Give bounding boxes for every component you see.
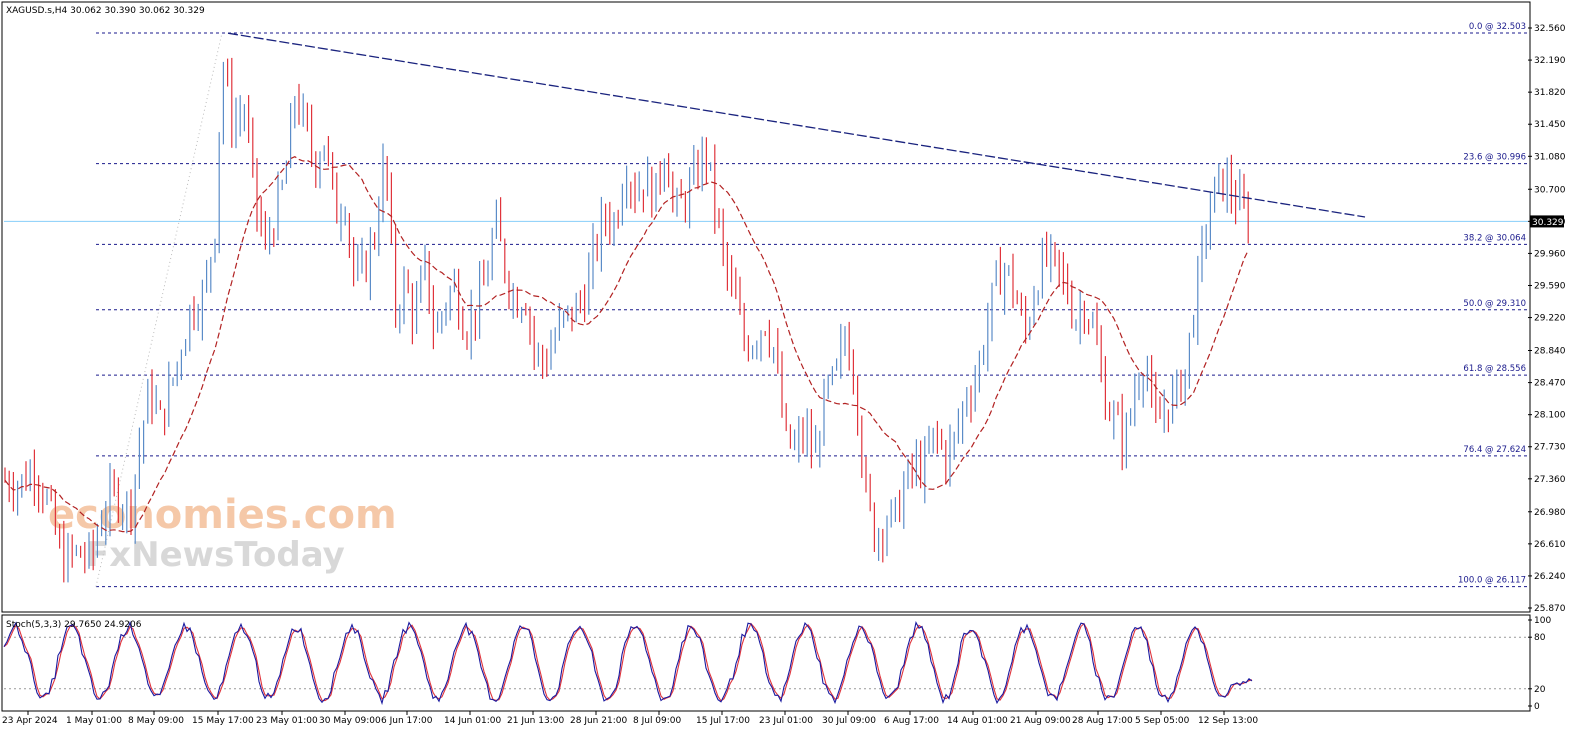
time-tick-label: 12 Sep 13:00 (1198, 716, 1258, 726)
time-tick-label: 5 Sep 05:00 (1135, 716, 1190, 726)
fib-label-3: 50.0 @ 29.310 (1463, 299, 1526, 309)
time-tick-label: 30 Jul 09:00 (822, 716, 876, 726)
time-tick-label: 28 Aug 17:00 (1072, 716, 1133, 726)
time-tick-label: 15 May 17:00 (192, 716, 254, 726)
price-tick-label: 29.960 (1534, 249, 1566, 259)
main-panel-frame (1, 1, 1531, 613)
price-tick-label: 32.190 (1534, 56, 1566, 66)
price-tick-label: 28.840 (1534, 347, 1566, 357)
fib-label-2: 38.2 @ 30.064 (1463, 233, 1526, 243)
stoch-info: Stoch(5,3,3) 29.7650 24.9206 (6, 620, 142, 630)
price-tick-label: 26.980 (1534, 508, 1566, 518)
stoch-tick-label: 100 (1534, 616, 1551, 626)
time-tick-label: 23 Jul 01:00 (759, 716, 813, 726)
symbol-info: XAGUSD.s,H4 30.062 30.390 30.062 30.329 (6, 6, 205, 16)
stoch-main-line (3, 620, 1253, 706)
current-price-badge (1530, 215, 1564, 228)
stoch-tick-label: 20 (1534, 685, 1546, 695)
price-tick-label: 26.240 (1534, 572, 1566, 582)
time-tick-label: 8 Jul 09:00 (633, 716, 682, 726)
fib-label-5: 76.4 @ 27.624 (1463, 445, 1526, 455)
resistance-trendline (227, 32, 1366, 218)
watermark-fxnewstoday: FxNewsToday (86, 535, 345, 575)
time-tick-label: 6 Aug 17:00 (884, 716, 939, 726)
current-price-label: 30.329 (1532, 218, 1564, 228)
price-tick-label: 29.220 (1534, 314, 1566, 324)
time-tick-label: 28 Jun 21:00 (570, 716, 627, 726)
moving-average-line (4, 156, 1249, 533)
time-tick-label: 8 May 09:00 (128, 716, 184, 726)
stoch-signal-line (3, 622, 1253, 702)
time-tick-label: 21 Aug 09:00 (1010, 716, 1071, 726)
stoch-tick-label: 0 (1534, 702, 1540, 712)
stoch-tick-label: 80 (1534, 633, 1546, 643)
fib-label-4: 61.8 @ 28.556 (1463, 364, 1526, 374)
price-tick-label: 31.820 (1534, 88, 1566, 98)
fib-label-0: 0.0 @ 32.503 (1469, 22, 1526, 32)
time-tick-label: 15 Jul 17:00 (696, 716, 750, 726)
price-tick-label: 31.080 (1534, 152, 1566, 162)
time-tick-label: 6 Jun 17:00 (381, 716, 433, 726)
stoch-panel-frame (1, 614, 1531, 712)
price-tick-label: 27.730 (1534, 443, 1566, 453)
time-tick-label: 30 May 09:00 (319, 716, 381, 726)
price-tick-label: 31.450 (1534, 120, 1566, 130)
time-tick-label: 23 May 01:00 (256, 716, 318, 726)
time-tick-label: 23 Apr 2024 (2, 716, 58, 726)
time-tick-label: 14 Aug 01:00 (947, 716, 1008, 726)
price-tick-label: 27.360 (1534, 475, 1566, 485)
price-tick-label: 28.470 (1534, 379, 1566, 389)
time-tick-label: 14 Jun 01:00 (444, 716, 501, 726)
price-tick-label: 26.610 (1534, 540, 1566, 550)
price-tick-label: 28.100 (1534, 411, 1566, 421)
price-tick-label: 29.590 (1534, 281, 1566, 291)
watermark-economies: economies.com (48, 492, 397, 538)
price-tick-label: 32.560 (1534, 24, 1566, 34)
fib-label-6: 100.0 @ 26.117 (1458, 576, 1526, 586)
price-tick-label: 25.870 (1534, 604, 1566, 614)
price-tick-label: 30.700 (1534, 185, 1566, 195)
fib-label-1: 23.6 @ 30.996 (1463, 153, 1526, 163)
time-tick-label: 21 Jun 13:00 (507, 716, 564, 726)
time-tick-label: 1 May 01:00 (66, 716, 122, 726)
